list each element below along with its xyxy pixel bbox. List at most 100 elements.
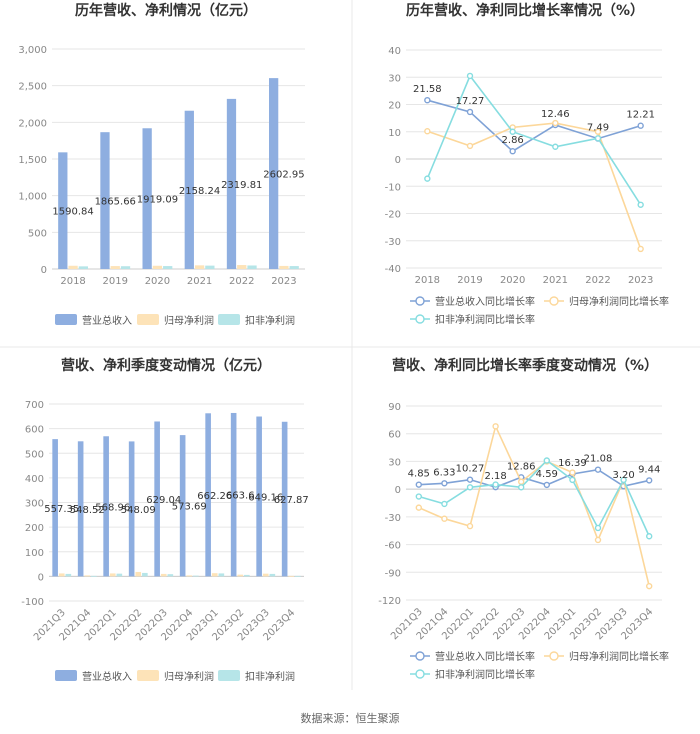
y-tick-label: 0 [395,485,401,496]
y-tick-label: 600 [25,425,44,436]
data-label: 627.87 [274,495,309,506]
revenue-bar [100,132,110,269]
data-point [424,128,431,135]
revenue-bar [269,78,279,269]
y-tick-label: -20 [385,210,401,221]
legend-marker [549,651,559,661]
legend-swatch [218,670,240,681]
data-point [441,480,448,487]
net-profit-deducted-bar [218,573,225,577]
revenue-bar [226,98,237,269]
net-profit-deducted-bar [91,575,97,577]
data-label: 16.39 [558,458,587,469]
net-profit-deducted-bar [247,265,257,269]
revenue-bar [179,435,186,577]
data-label: 4.85 [408,469,430,480]
data-point [492,481,499,488]
y-tick-label: 90 [388,402,401,413]
data-point [543,457,550,464]
data-point [594,135,602,142]
legend-swatch [55,314,77,325]
x-tick-label: 2018 [60,276,85,287]
net-profit-deducted-bar [205,265,215,269]
revenue-bar [77,441,84,577]
net-profit-parent-bar [262,573,269,577]
revenue-growth-line [418,468,650,488]
revenue-bar [256,416,262,577]
data-label: 4.59 [536,469,558,480]
x-tick-label: 2022 [585,275,610,286]
legend-label: 扣非净利润同比增长率 [435,313,535,326]
net-profit-parent-bar [288,575,295,577]
data-label: 9.44 [638,464,660,475]
net-profit-parent-bar [68,265,78,269]
net-profit-parent-growth-line [418,423,650,587]
legend-label: 归母净利润同比增长率 [569,295,669,308]
data-point [620,476,627,484]
data-label: 10.27 [456,464,485,475]
revenue-bar [154,421,160,577]
x-tick-label: 2022 [229,276,254,287]
data-point [466,476,474,483]
net-profit-deducted-bar [78,266,88,269]
revenue-bar [281,421,288,577]
data-label: 1865.66 [95,197,136,208]
data-point [646,582,653,590]
legend-label: 扣非净利润同比增长率 [435,668,535,681]
data-point [569,469,576,476]
net-profit-parent-bar [186,575,193,577]
net-profit-deducted-bar [120,266,131,269]
net-profit-deducted-bar [295,575,301,577]
net-profit-deducted-bar [163,266,173,269]
legend-swatch [137,670,159,681]
annual-growth-chart: 历年营收、净利同比增长率情况（%） -40 -30 -20 -10 0 10 20 30 40 20… [385,2,669,326]
revenue-bar [184,110,194,269]
net-profit-deducted-bar [269,573,276,577]
data-point [637,245,644,253]
data-point [415,481,422,488]
net-profit-deducted-growth-line [418,459,650,537]
legend-label: 营业总收入 [82,670,132,683]
net-profit-deducted-bar [65,573,72,577]
y-tick-label: 2,500 [18,82,47,93]
data-label: 12.46 [541,109,570,120]
net-profit-parent-bar [152,265,163,269]
data-label: 17.27 [456,96,485,107]
data-point [637,122,644,129]
data-source-note: 数据来源：恒生聚源 [301,711,400,725]
legend-label: 归母净利润 [164,670,214,683]
y-tick-label: 400 [25,474,44,485]
y-tick-label: 0 [38,572,44,583]
data-point [552,143,559,150]
x-tick-label: 2023 [271,276,296,287]
data-point [466,108,474,116]
data-point [466,522,474,530]
net-profit-parent-bar [135,571,142,577]
data-label: 548.52 [70,505,105,516]
data-label: 12.86 [507,461,536,472]
net-profit-parent-bar [237,574,244,577]
legend-label: 扣非净利润 [245,670,295,683]
y-tick-label: 10 [388,128,401,139]
revenue-bar [52,439,58,577]
net-profit-parent-bar [211,573,218,577]
legend-label: 归母净利润 [164,314,214,327]
net-profit-deducted-bar [116,573,123,577]
revenue-growth-line [427,99,641,153]
data-point [466,72,474,80]
data-point [424,175,431,182]
data-point [492,423,499,430]
y-tick-label: 0 [395,155,401,166]
net-profit-parent-bar [58,573,65,577]
x-tick-label: 2021 [543,275,568,286]
data-label: 1590.84 [52,207,93,218]
net-profit-parent-growth-line [427,122,642,250]
data-point [441,500,448,508]
legend-swatch [55,670,77,681]
net-profit-parent-bar [84,575,91,577]
data-label: 7.49 [587,123,609,134]
legend-swatch [137,314,159,325]
data-label: 12.21 [626,110,655,121]
y-tick-label: 100 [25,548,44,559]
